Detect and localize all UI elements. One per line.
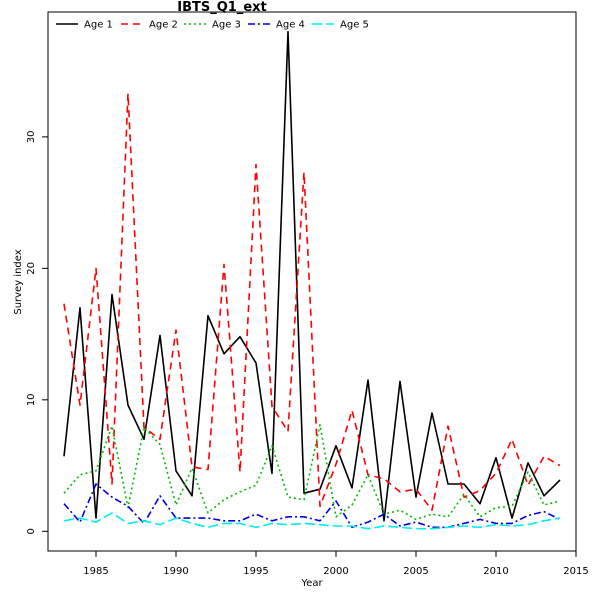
x-tick-label: 2010 bbox=[483, 566, 508, 577]
chart-title: IBTS_Q1_ext bbox=[177, 0, 267, 15]
legend-label-age-1: Age 1 bbox=[84, 20, 113, 31]
x-tick-label: 2015 bbox=[563, 566, 588, 577]
x-tick-label: 2005 bbox=[403, 566, 428, 577]
y-axis-label: Survey index bbox=[13, 249, 24, 314]
y-axis: 0 10 20 30 bbox=[26, 131, 48, 534]
series-line-age-3 bbox=[63, 423, 561, 521]
series-line-age-5 bbox=[63, 512, 561, 530]
series-line-age-2 bbox=[63, 92, 561, 512]
x-tick-label: 1995 bbox=[243, 566, 268, 577]
x-tick-label: 1990 bbox=[163, 566, 188, 577]
legend-label-age-3: Age 3 bbox=[212, 20, 241, 31]
legend-label-age-2: Age 2 bbox=[149, 20, 178, 31]
y-tick-label: 20 bbox=[26, 262, 37, 275]
y-tick-label: 0 bbox=[26, 528, 37, 534]
series-line-age-4 bbox=[63, 483, 561, 529]
series-layer bbox=[63, 30, 561, 530]
y-tick-label: 10 bbox=[26, 393, 37, 406]
x-tick-label: 1985 bbox=[83, 566, 108, 577]
series-line-age-1 bbox=[63, 30, 561, 522]
legend-label-age-4: Age 4 bbox=[276, 20, 305, 31]
x-axis-label: Year bbox=[300, 578, 323, 589]
legend: Age 1 Age 2 Age 3 Age 4 Age 5 bbox=[56, 20, 369, 31]
legend-label-age-5: Age 5 bbox=[340, 20, 369, 31]
x-axis: 1985 1990 1995 2000 2005 2010 2015 bbox=[83, 551, 589, 577]
x-tick-label: 2000 bbox=[323, 566, 348, 577]
plot-frame bbox=[47, 11, 577, 552]
y-tick-label: 30 bbox=[26, 131, 37, 144]
